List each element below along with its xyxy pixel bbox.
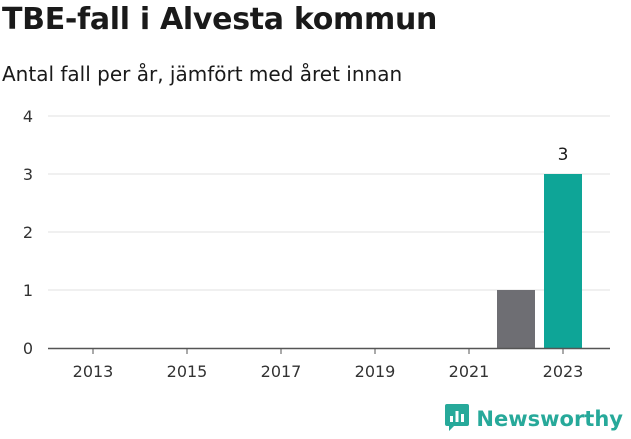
bar-2022 <box>497 290 535 348</box>
x-tick-label: 2017 <box>261 362 302 381</box>
y-tick-label: 4 <box>23 107 33 126</box>
data-label: 3 <box>558 145 569 165</box>
x-tick-label: 2015 <box>167 362 208 381</box>
y-axis-ticks: 0 1 2 3 4 <box>23 107 33 358</box>
y-tick-label: 1 <box>23 281 33 300</box>
y-tick-label: 0 <box>23 339 33 358</box>
chart-subtitle: Antal fall per år, jämfört med året inna… <box>2 62 403 86</box>
brand-name: Newsworthy <box>476 407 623 431</box>
data-labels: 3 <box>558 145 569 165</box>
bar-2023 <box>544 174 582 348</box>
gridlines <box>48 115 610 291</box>
x-tick-label: 2019 <box>355 362 396 381</box>
y-tick-label: 2 <box>23 223 33 242</box>
y-tick-label: 3 <box>23 165 33 184</box>
x-tick-label: 2021 <box>449 362 490 381</box>
chart-title: TBE-fall i Alvesta kommun <box>2 2 438 37</box>
brand-logo: Newsworthy <box>444 402 623 437</box>
x-axis-ticks: 2013 2015 2017 2019 2021 2023 <box>73 348 584 381</box>
x-tick-label: 2013 <box>73 362 114 381</box>
newsworthy-logo-icon <box>444 402 470 437</box>
bars <box>497 174 582 348</box>
x-tick-label: 2023 <box>543 362 584 381</box>
